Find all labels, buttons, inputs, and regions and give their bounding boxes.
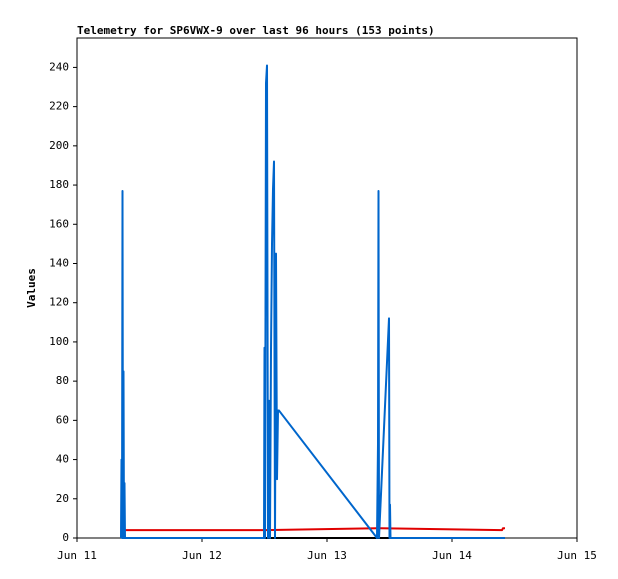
- x-tick-label: Jun 11: [57, 549, 97, 562]
- y-tick-label: 200: [49, 139, 69, 152]
- y-tick-label: 120: [49, 296, 69, 309]
- y-tick-label: 100: [49, 335, 69, 348]
- series-line: [125, 527, 505, 532]
- y-tick-label: 220: [49, 100, 69, 113]
- y-tick-label: 0: [62, 531, 69, 544]
- x-tick-label: Jun 13: [307, 549, 347, 562]
- y-tick-label: 80: [56, 374, 69, 387]
- series-line: [120, 64, 505, 539]
- y-axis-label: Values: [25, 268, 38, 308]
- y-tick-label: 20: [56, 492, 69, 505]
- y-tick-label: 160: [49, 217, 69, 230]
- x-tick-label: Jun 14: [432, 549, 472, 562]
- y-tick-label: 40: [56, 453, 69, 466]
- chart-title: Telemetry for SP6VWX-9 over last 96 hour…: [77, 24, 435, 37]
- y-tick-label: 180: [49, 178, 69, 191]
- y-tick-label: 140: [49, 256, 69, 269]
- y-tick-label: 240: [49, 60, 69, 73]
- x-tick-label: Jun 12: [182, 549, 222, 562]
- y-tick-label: 60: [56, 413, 69, 426]
- x-tick-label: Jun 15: [557, 549, 597, 562]
